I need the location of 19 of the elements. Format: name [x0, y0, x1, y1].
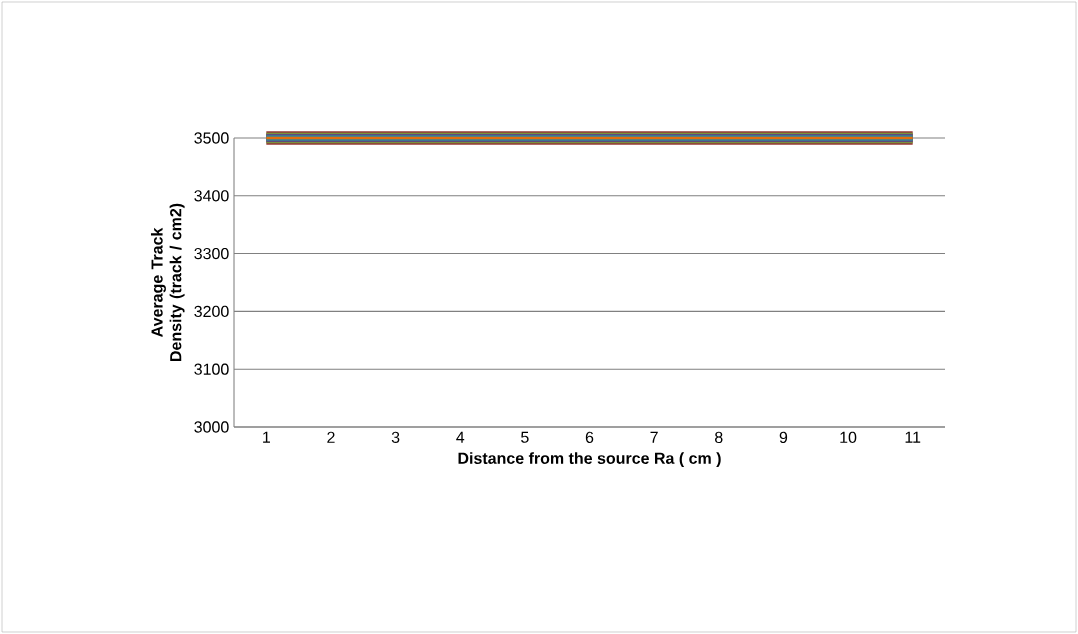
x-tick-label: 1 [263, 431, 270, 443]
y-axis-title: Average Track Density (track / cm2) [150, 203, 185, 362]
x-tick-label: 9 [779, 431, 788, 444]
y-tick-label: 3000 [194, 421, 229, 433]
x-tick-label: 2 [327, 431, 335, 443]
y-tick-label: 3500 [194, 132, 229, 144]
x-tick-label: 7 [650, 431, 658, 443]
y-tick-label: 3200 [194, 305, 229, 318]
x-tick-label: 5 [521, 431, 529, 443]
x-tick-label: 8 [715, 431, 723, 444]
x-tick-label: 11 [905, 431, 921, 443]
y-tick-label: 3100 [194, 363, 229, 375]
y-tick-label: 3300 [194, 247, 229, 260]
x-tick-label: 3 [391, 431, 400, 444]
x-axis-title: Distance from the source Ra ( cm ) [458, 452, 721, 468]
x-tick-label: 4 [456, 431, 465, 443]
x-tick-label: 6 [585, 431, 594, 444]
x-tick-label: 10 [840, 431, 857, 444]
y-tick-label: 3400 [194, 190, 229, 202]
